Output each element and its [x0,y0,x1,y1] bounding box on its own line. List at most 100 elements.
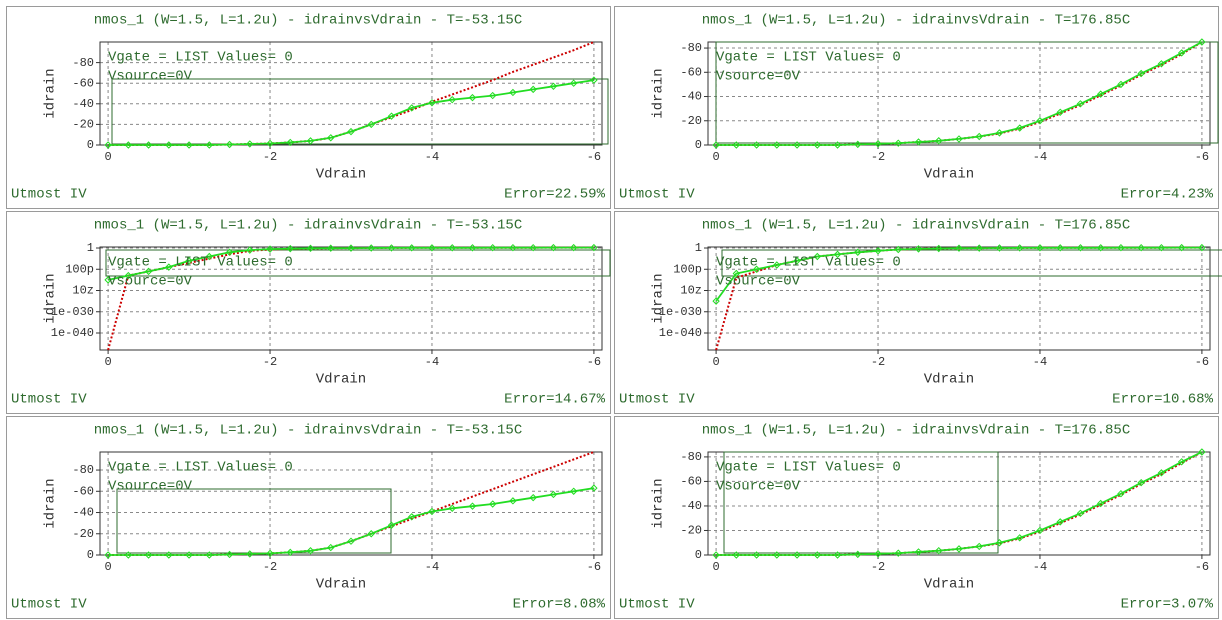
x-axis-label: Vdrain [924,167,974,183]
y-axis-label: idrain [43,478,59,528]
chart-title: nmos_1 (W=1.5, L=1.2u) - idrainvsVdrain … [94,423,522,439]
data-point [428,507,436,516]
plot-frame [99,41,603,146]
data-point [914,138,923,146]
y-tick-label: -60 [680,475,702,489]
data-point [935,244,943,253]
y-tick-label: -60 [680,65,702,79]
data-point [752,141,761,149]
data-point [590,484,598,492]
x-tick-label: -2 [871,355,885,369]
data-point [1016,244,1024,252]
data-point [732,141,741,149]
y-tick-label: 1e-030 [659,305,702,319]
data-point [144,267,153,276]
data-point [124,141,133,149]
data-point [793,257,801,265]
chart-title: nmos_1 (W=1.5, L=1.2u) - idrainvsVdrain … [94,218,522,234]
data-point [1056,244,1064,252]
panel-border [6,211,611,414]
y-tick-label: 100p [673,262,702,276]
x-tick-label: 0 [712,355,719,369]
data-point [955,545,963,553]
data-point [306,137,315,145]
data-point [104,551,112,559]
data-point [306,244,315,253]
plot-frame [99,246,603,351]
data-point [1177,49,1186,57]
annotation: Vsource=0V [716,69,801,85]
y-axis-label: idrain [651,68,667,118]
data-point [408,244,416,252]
x-tick-label: 0 [712,150,719,164]
y-tick-label: 0 [695,548,702,562]
data-point [1177,458,1186,466]
data-point [874,140,882,148]
y-tick-label: 1e-040 [659,326,702,340]
panel-border [614,211,1219,414]
data-point [752,551,761,559]
data-point [468,502,477,510]
footer-right: Error=14.67% [504,392,605,408]
data-point [104,276,112,284]
x-tick-label: -2 [263,150,277,164]
data-point [549,82,558,90]
data-point [165,263,173,271]
data-point [712,297,720,305]
x-axis-label: Vdrain [316,577,366,593]
data-point [266,139,274,148]
data-point [225,248,234,256]
plot-panel: 0 -2 -4 -6 1 100p 10z 1e-030 1e-040 nmos_1 (W=1.5… [614,211,1222,414]
plot-panel: 0 -2 -4 -6 1 100p 10z 1e-030 1e-040 nmos_1 (W=1.5… [6,211,611,414]
data-point [732,551,741,559]
data-point [1198,243,1206,252]
chart-title: nmos_1 (W=1.5, L=1.2u) - idrainvsVdrain … [94,13,522,29]
data-point [854,550,862,559]
measured-line [108,79,595,146]
y-tick-label: 10z [72,284,94,298]
data-point [347,127,355,136]
x-tick-label: -4 [1033,355,1047,369]
data-point [246,140,254,148]
data-point [124,551,133,559]
data-point [1056,108,1064,116]
data-point [387,244,396,252]
data-point [529,85,537,94]
annotation: Vgate = LIST Values= 0 [716,50,901,66]
data-point [509,243,517,252]
data-point [1036,117,1044,125]
x-tick-label: -2 [871,560,885,574]
data-point [975,244,983,252]
data-point [448,504,456,512]
data-point [327,134,335,142]
annotation: Vgate = LIST Values= 0 [108,50,293,66]
data-point [488,91,497,100]
x-tick-label: -2 [263,355,277,369]
annotation: Vsource=0V [108,274,193,290]
data-point [773,141,781,149]
data-point [448,244,456,252]
data-point [185,551,193,559]
data-point [246,246,254,254]
data-point [1117,243,1125,252]
x-tick-label: 0 [104,560,111,574]
x-tick-label: -6 [1195,355,1209,369]
x-axis-label: Vdrain [316,167,366,183]
annotation-box [105,249,611,277]
x-tick-label: -6 [587,150,601,164]
data-point [935,547,943,555]
y-tick-label: -80 [680,450,702,464]
annotation: Vsource=0V [108,69,193,85]
data-point [1076,100,1085,108]
annotation-box [723,451,999,554]
data-point [1036,244,1044,252]
annotation: Vgate = LIST Values= 0 [108,460,293,476]
chart-title: nmos_1 (W=1.5, L=1.2u) - idrainvsVdrain … [702,423,1130,439]
data-point [1056,518,1064,526]
data-point [185,141,193,149]
annotation: Vsource=0V [108,479,193,495]
data-point [165,551,173,559]
data-point [1137,478,1145,487]
